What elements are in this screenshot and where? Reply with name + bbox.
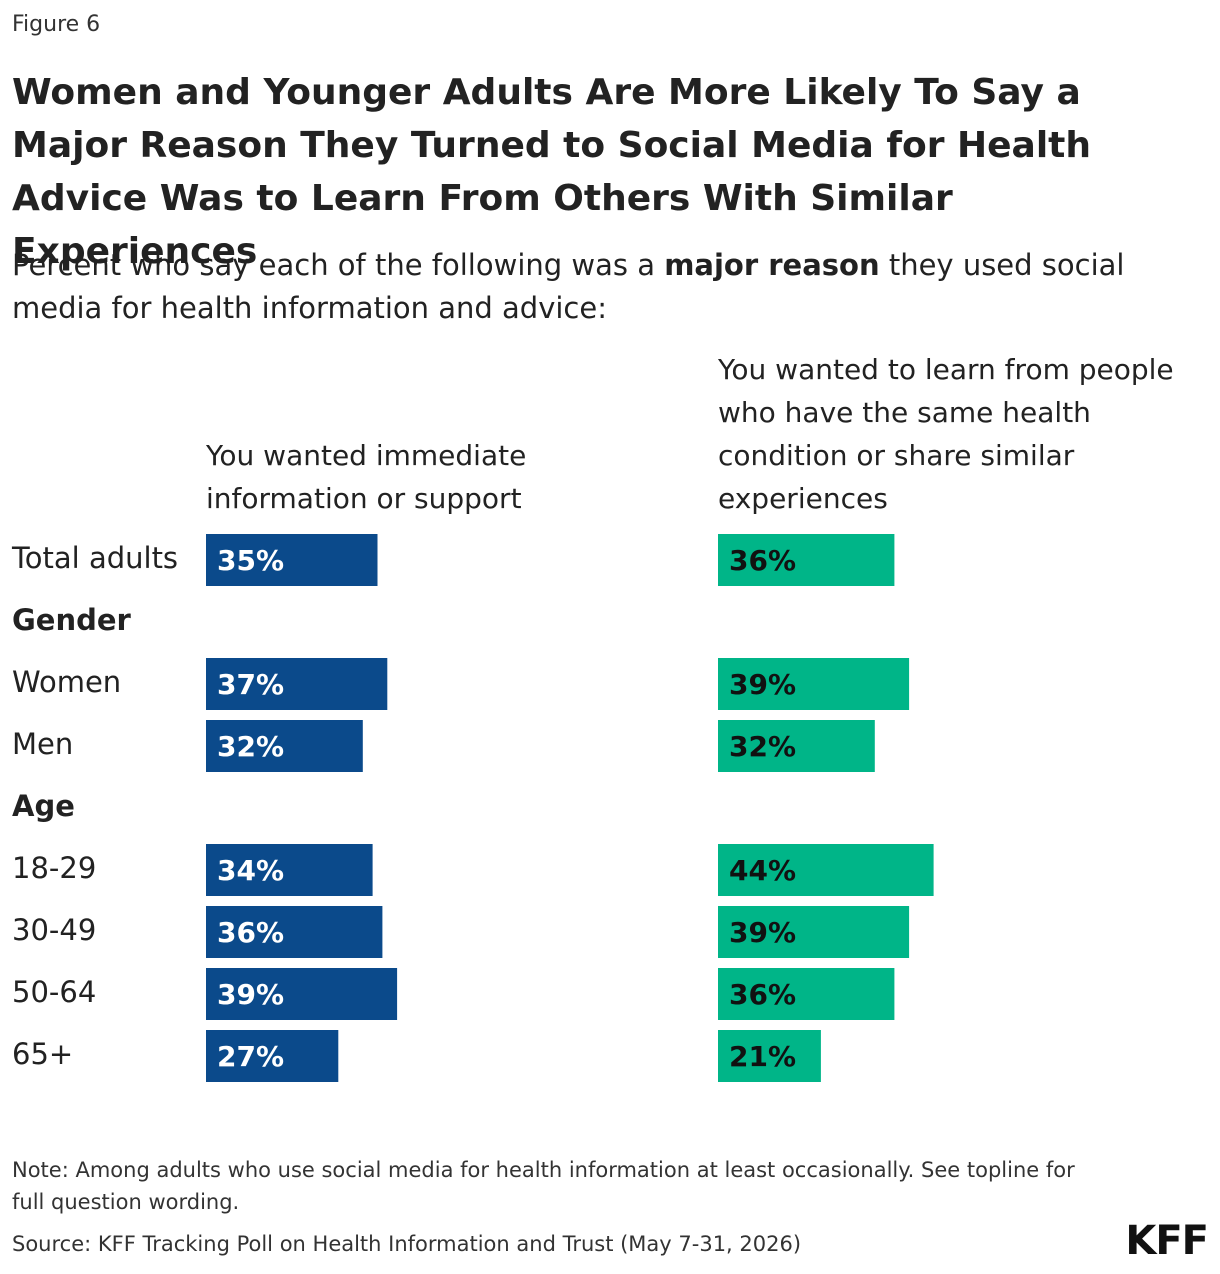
source: Source: KFF Tracking Poll on Health Info… (12, 1232, 802, 1256)
category-label: 18-29 (12, 851, 96, 885)
category-label: Total adults (11, 541, 178, 575)
note: Note: Among adults who use social media … (12, 1158, 1075, 1214)
category-label: Women (12, 665, 121, 699)
data-label: 37% (217, 668, 284, 701)
bar (206, 720, 363, 772)
bar (718, 968, 895, 1020)
bar (206, 1030, 339, 1082)
category-label: 30-49 (12, 913, 96, 947)
data-label: 44% (729, 854, 796, 887)
group-header: Gender (12, 603, 132, 637)
series-name: You wanted immediate information or supp… (206, 439, 527, 515)
data-label: 34% (217, 854, 284, 887)
data-label: 27% (217, 1040, 284, 1073)
bar (206, 968, 398, 1020)
data-label: 36% (217, 916, 284, 949)
data-label: 39% (729, 916, 796, 949)
bar (718, 658, 910, 710)
data-label: 39% (729, 668, 796, 701)
bar (718, 844, 934, 896)
series-name: You wanted to learn from people who have… (718, 353, 1174, 515)
subtitle-text: Percent who say each of the following wa… (12, 248, 665, 282)
chart-title: Women and Younger Adults Are More Likely… (12, 72, 1092, 272)
category-label: Men (12, 727, 73, 761)
data-label: 32% (217, 730, 284, 763)
category-label: 50-64 (12, 975, 96, 1009)
group-header: Age (12, 789, 75, 823)
legend-entry: You wanted immediate information or supp… (206, 350, 586, 520)
figure-label: Figure 6 (12, 12, 101, 37)
bar (206, 844, 373, 896)
data-label: 36% (729, 544, 796, 577)
data-label: 35% (217, 544, 284, 577)
data-label: 39% (217, 978, 284, 1011)
bar (206, 906, 383, 958)
logo: KFF (1125, 1218, 1209, 1264)
bar (206, 534, 378, 586)
data-label: 32% (729, 730, 796, 763)
subtitle-emphasis: major reason (664, 248, 880, 282)
data-label: 21% (729, 1040, 796, 1073)
legend-entry: You wanted to learn from people who have… (718, 350, 1213, 520)
subtitle-text: they used social media for health inform… (12, 248, 1125, 325)
category-label: 65+ (12, 1037, 73, 1071)
bar (718, 534, 895, 586)
bar (718, 720, 875, 772)
data-label: 36% (729, 978, 796, 1011)
bar (206, 658, 388, 710)
bar (718, 906, 910, 958)
bar (718, 1030, 821, 1082)
subtitle: Percent who say each of the following wa… (12, 244, 1192, 330)
